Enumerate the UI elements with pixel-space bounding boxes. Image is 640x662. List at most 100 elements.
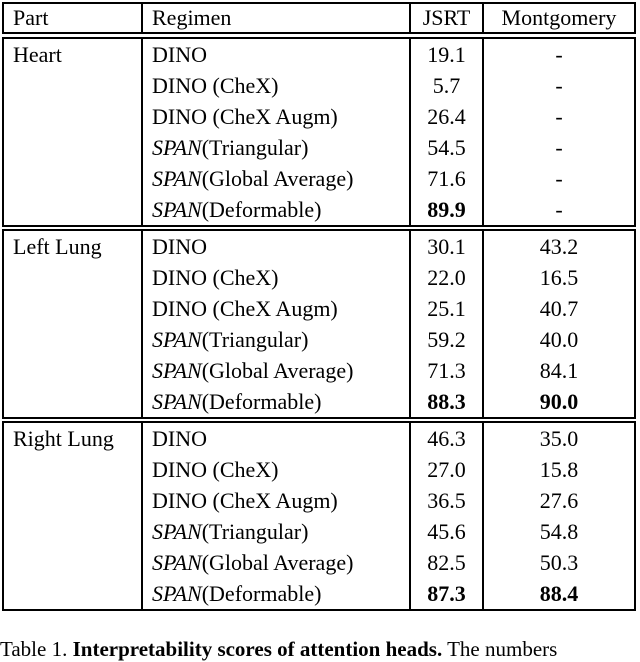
regimen-cell: SPAN (Global Average) xyxy=(143,547,409,578)
jsrt-value: 59.2 xyxy=(427,327,466,352)
montgomery-value: 40.7 xyxy=(539,296,579,321)
caption-label: Table 1. xyxy=(0,637,73,661)
montgomery-value: 16.5 xyxy=(539,265,579,290)
montgomery-value: 35.0 xyxy=(539,426,579,451)
jsrt-value: 45.6 xyxy=(427,519,466,544)
regimen-cell: SPAN (Triangular) xyxy=(143,324,409,355)
regimen-span-italic: SPAN xyxy=(152,550,202,575)
column-header-regimen: Regimen xyxy=(152,5,232,30)
montgomery-column: 43.2 16.5 40.7 40.0 84.1 90.0 xyxy=(482,231,634,417)
jsrt-value: 36.5 xyxy=(427,488,466,513)
regimen-text: DINO (CheX Augm) xyxy=(152,488,338,513)
regimen-cell: DINO xyxy=(143,231,409,262)
column-header-jsrt: JSRT xyxy=(422,5,471,30)
regimen-span-italic: SPAN xyxy=(152,581,202,606)
regimen-text: DINO xyxy=(152,426,207,451)
regimen-cell: SPAN (Global Average) xyxy=(143,355,409,386)
regimen-span-italic: SPAN xyxy=(152,166,202,191)
table-header-row: Part Regimen JSRT Montgomery xyxy=(2,2,636,34)
regimen-cell: SPAN (Global Average) xyxy=(143,163,409,194)
regimen-text: (Triangular) xyxy=(201,135,309,160)
regimen-span-italic: SPAN xyxy=(152,389,202,414)
regimen-span-italic: SPAN xyxy=(152,135,202,160)
caption-tail: The numbers xyxy=(442,637,558,661)
regimen-cell: SPAN (Triangular) xyxy=(143,516,409,547)
regimen-text: DINO xyxy=(152,42,207,67)
jsrt-column: 19.1 5.7 26.4 54.5 71.6 89.9 xyxy=(409,39,482,225)
jsrt-value: 71.6 xyxy=(427,166,466,191)
regimen-column: DINO DINO (CheX) DINO (CheX Augm) SPAN (… xyxy=(141,423,409,609)
montgomery-value: - xyxy=(555,135,563,160)
regimen-cell: DINO (CheX Augm) xyxy=(143,293,409,324)
caption-title: Interpretability scores of attention hea… xyxy=(72,637,443,661)
regimen-cell: DINO (CheX) xyxy=(143,262,409,293)
jsrt-column: 46.3 27.0 36.5 45.6 82.5 87.3 xyxy=(409,423,482,609)
regimen-cell: DINO (CheX) xyxy=(143,70,409,101)
jsrt-value: 26.4 xyxy=(427,104,466,129)
montgomery-value: - xyxy=(555,197,563,222)
regimen-span-italic: SPAN xyxy=(152,519,202,544)
regimen-cell: DINO xyxy=(143,423,409,454)
part-label: Left Lung xyxy=(13,234,102,259)
jsrt-value-best: 88.3 xyxy=(427,389,466,414)
montgomery-value: 54.8 xyxy=(539,519,579,544)
regimen-text: (Triangular) xyxy=(201,519,309,544)
column-header-part: Part xyxy=(13,5,49,30)
montgomery-column: - - - - - - xyxy=(482,39,634,225)
regimen-text: (Deformable) xyxy=(201,581,322,606)
montgomery-value: 40.0 xyxy=(539,327,579,352)
regimen-cell: SPAN (Deformable) xyxy=(143,578,409,609)
jsrt-column: 30.1 22.0 25.1 59.2 71.3 88.3 xyxy=(409,231,482,417)
montgomery-column: 35.0 15.8 27.6 54.8 50.3 88.4 xyxy=(482,423,634,609)
montgomery-value: - xyxy=(555,166,563,191)
regimen-cell: DINO xyxy=(143,39,409,70)
montgomery-value: 84.1 xyxy=(539,358,579,383)
regimen-text: DINO (CheX) xyxy=(152,73,279,98)
regimen-span-italic: SPAN xyxy=(152,197,202,222)
regimen-span-italic: SPAN xyxy=(152,327,202,352)
jsrt-value: 46.3 xyxy=(427,426,466,451)
table-caption: Table 1. Interpretability scores of atte… xyxy=(0,636,640,662)
regimen-text: (Triangular) xyxy=(201,327,309,352)
montgomery-value: - xyxy=(555,42,563,67)
table-group-right-lung: Right Lung DINO DINO (CheX) DINO (CheX A… xyxy=(2,421,636,611)
regimen-cell: SPAN (Deformable) xyxy=(143,386,409,417)
regimen-text: (Global Average) xyxy=(201,550,354,575)
column-header-montgomery: Montgomery xyxy=(501,5,617,30)
results-table: Part Regimen JSRT Montgomery Heart DINO … xyxy=(2,2,636,613)
jsrt-value: 82.5 xyxy=(427,550,466,575)
montgomery-value: 27.6 xyxy=(539,488,579,513)
montgomery-value-best: 90.0 xyxy=(539,389,579,414)
table-group-heart: Heart DINO DINO (CheX) DINO (CheX Augm) … xyxy=(2,37,636,227)
regimen-cell: SPAN (Deformable) xyxy=(143,194,409,225)
montgomery-value: 50.3 xyxy=(539,550,579,575)
regimen-text: (Deformable) xyxy=(201,197,322,222)
regimen-cell: DINO (CheX Augm) xyxy=(143,485,409,516)
regimen-text: (Deformable) xyxy=(201,389,322,414)
part-label: Heart xyxy=(13,42,62,67)
regimen-text: DINO (CheX) xyxy=(152,457,279,482)
jsrt-value: 30.1 xyxy=(427,234,466,259)
regimen-column: DINO DINO (CheX) DINO (CheX Augm) SPAN (… xyxy=(141,231,409,417)
regimen-text: DINO xyxy=(152,234,207,259)
montgomery-value: 15.8 xyxy=(539,457,579,482)
jsrt-value: 19.1 xyxy=(427,42,466,67)
montgomery-value: - xyxy=(555,104,563,129)
regimen-span-italic: SPAN xyxy=(152,358,202,383)
montgomery-value: - xyxy=(555,73,563,98)
montgomery-value: 43.2 xyxy=(539,234,579,259)
regimen-column: DINO DINO (CheX) DINO (CheX Augm) SPAN (… xyxy=(141,39,409,225)
regimen-cell: DINO (CheX) xyxy=(143,454,409,485)
jsrt-value: 71.3 xyxy=(427,358,466,383)
jsrt-value-best: 87.3 xyxy=(427,581,466,606)
jsrt-value: 22.0 xyxy=(427,265,466,290)
jsrt-value: 5.7 xyxy=(432,73,461,98)
part-label: Right Lung xyxy=(13,426,114,451)
regimen-text: (Global Average) xyxy=(201,166,354,191)
regimen-text: DINO (CheX Augm) xyxy=(152,296,338,321)
regimen-cell: SPAN (Triangular) xyxy=(143,132,409,163)
regimen-text: DINO (CheX Augm) xyxy=(152,104,338,129)
regimen-text: DINO (CheX) xyxy=(152,265,279,290)
regimen-cell: DINO (CheX Augm) xyxy=(143,101,409,132)
montgomery-value-best: 88.4 xyxy=(539,581,579,606)
